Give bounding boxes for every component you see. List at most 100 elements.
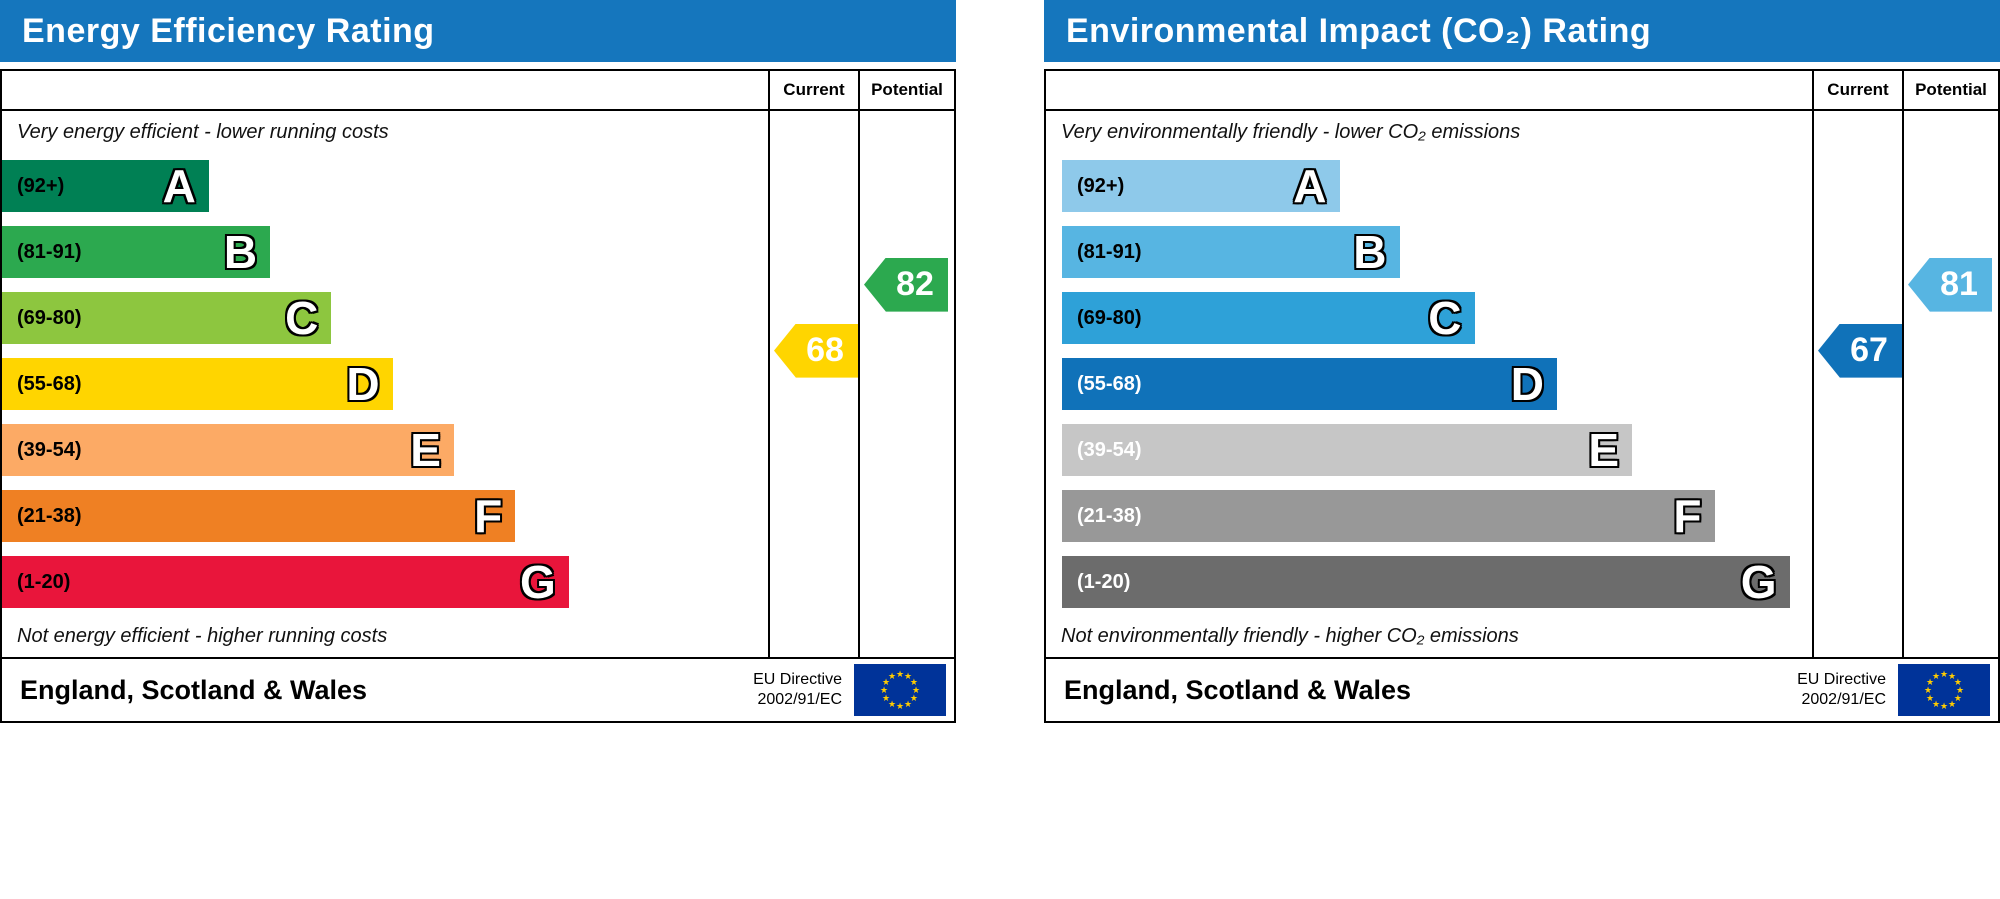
energy-efficiency-panel: Energy Efficiency Rating Current Potenti… [0, 0, 956, 723]
band-letter: D [1510, 358, 1544, 410]
band-row: (92+) A [2, 153, 768, 219]
svg-text:★: ★ [1932, 700, 1940, 710]
band-g: (1-20) G [1062, 556, 1790, 608]
band-c: (69-80) C [2, 292, 332, 344]
svg-text:★: ★ [888, 672, 896, 682]
current-rating-value: 68 [806, 331, 844, 370]
potential-column: 81 [1902, 111, 1998, 657]
band-row: (69-80) C [2, 285, 768, 351]
svg-text:★: ★ [1948, 700, 1956, 710]
band-range-label: (69-80) [1077, 306, 1142, 329]
svg-text:★: ★ [880, 686, 888, 696]
band-d: (55-68) D [1062, 358, 1557, 410]
region-label: England, Scotland & Wales [20, 674, 368, 705]
current-rating-arrow: 68 [774, 323, 858, 378]
band-letter: C [285, 292, 319, 344]
band-range-label: (1-20) [17, 570, 71, 593]
svg-text:★: ★ [1954, 694, 1962, 704]
band-letter: A [162, 160, 196, 212]
current-rating-arrow: 67 [1818, 323, 1902, 378]
band-letter: G [520, 556, 556, 608]
band-row: (69-80) C [1062, 285, 1812, 351]
band-b: (81-91) B [1062, 226, 1400, 278]
eu-directive-line2: 2002/91/EC [1801, 691, 1886, 708]
environmental-impact-panel: Environmental Impact (CO₂) Rating Curren… [1044, 0, 2000, 723]
svg-text:★: ★ [1956, 686, 1964, 696]
band-row: (92+) A [1062, 153, 1812, 219]
band-c: (69-80) C [1062, 292, 1475, 344]
svg-text:★: ★ [910, 678, 918, 688]
band-range-label: (55-68) [17, 372, 82, 395]
svg-text:★: ★ [896, 670, 904, 680]
band-range-label: (81-91) [17, 240, 82, 263]
band-range-label: (1-20) [1077, 570, 1131, 593]
eu-directive-line1: EU Directive [753, 671, 842, 688]
svg-text:★: ★ [1926, 694, 1934, 704]
rating-scale-cell: Very energy efficient - lower running co… [2, 111, 768, 657]
band-letter: G [1740, 556, 1777, 608]
band-row: (55-68) D [1062, 351, 1812, 417]
band-row: (39-54) E [2, 417, 768, 483]
bottom-note: Not environmentally friendly - higher CO… [1061, 624, 1519, 647]
potential-rating-value: 81 [1940, 265, 1978, 304]
eu-flag-icon: ★ ★★ ★★★ ★★★ ★★★ [854, 664, 946, 716]
eu-directive-text: EU Directive 2002/91/EC [1797, 670, 1886, 710]
band-b: (81-91) B [2, 226, 271, 278]
band-e: (39-54) E [2, 424, 454, 476]
eu-directive-text: EU Directive 2002/91/EC [753, 670, 842, 710]
band-row: (21-38) F [2, 483, 768, 549]
svg-text:★: ★ [1924, 686, 1932, 696]
band-letter: D [346, 358, 380, 410]
svg-text:★: ★ [1954, 678, 1962, 688]
band-row: (1-20) G [2, 549, 768, 615]
corner-cell [2, 71, 768, 109]
rating-scale-cell: Very environmentally friendly - lower CO… [1046, 111, 1812, 657]
band-range-label: (21-38) [1077, 504, 1142, 527]
rating-scale: (92+) A (81-91) B (69-80 [2, 153, 768, 615]
eu-directive-line1: EU Directive [1797, 671, 1886, 688]
band-range-label: (92+) [1077, 174, 1125, 197]
band-range-label: (55-68) [1077, 372, 1142, 395]
svg-text:★: ★ [1926, 678, 1934, 688]
band-f: (21-38) F [1062, 490, 1715, 542]
band-a: (92+) A [2, 160, 209, 212]
band-letter: B [223, 226, 258, 278]
band-letter: B [1353, 226, 1387, 278]
table-footer: England, Scotland & Wales EU Directive 2… [2, 657, 954, 721]
band-row: (55-68) D [2, 351, 768, 417]
environmental-impact-table: Current Potential Very environmentally f… [1044, 69, 2000, 723]
svg-text:★: ★ [882, 694, 890, 704]
band-range-label: (21-38) [17, 504, 82, 527]
band-letter: F [474, 490, 503, 542]
current-column: 68 [768, 111, 858, 657]
region-label: England, Scotland & Wales [1064, 674, 1412, 705]
svg-text:★: ★ [882, 678, 890, 688]
top-note: Very energy efficient - lower running co… [17, 120, 389, 143]
svg-text:★: ★ [1940, 670, 1948, 680]
corner-cell [1046, 71, 1812, 109]
svg-text:★: ★ [912, 686, 920, 696]
current-rating-value: 67 [1850, 331, 1888, 370]
band-row: (21-38) F [1062, 483, 1812, 549]
band-e: (39-54) E [1062, 424, 1632, 476]
svg-text:★: ★ [1940, 702, 1948, 712]
potential-column: 82 [858, 111, 954, 657]
svg-text:★: ★ [1932, 672, 1940, 682]
column-header-row: Current Potential [1046, 71, 1998, 111]
table-body: Very energy efficient - lower running co… [2, 111, 954, 657]
band-range-label: (39-54) [1077, 438, 1142, 461]
band-row: (39-54) E [1062, 417, 1812, 483]
potential-column-header: Potential [858, 71, 954, 109]
potential-column-header: Potential [1902, 71, 1998, 109]
svg-text:★: ★ [904, 672, 912, 682]
rating-scale: (92+) A (81-91) B (69-80 [1046, 153, 1812, 615]
band-letter: E [1588, 424, 1619, 476]
eu-directive-line2: 2002/91/EC [757, 691, 842, 708]
potential-rating-value: 82 [896, 265, 934, 304]
band-g: (1-20) G [2, 556, 569, 608]
potential-rating-arrow: 81 [1908, 257, 1992, 312]
band-a: (92+) A [1062, 160, 1340, 212]
current-column-header: Current [1812, 71, 1902, 109]
band-row: (81-91) B [2, 219, 768, 285]
environmental-impact-title: Environmental Impact (CO₂) Rating [1044, 0, 2000, 62]
